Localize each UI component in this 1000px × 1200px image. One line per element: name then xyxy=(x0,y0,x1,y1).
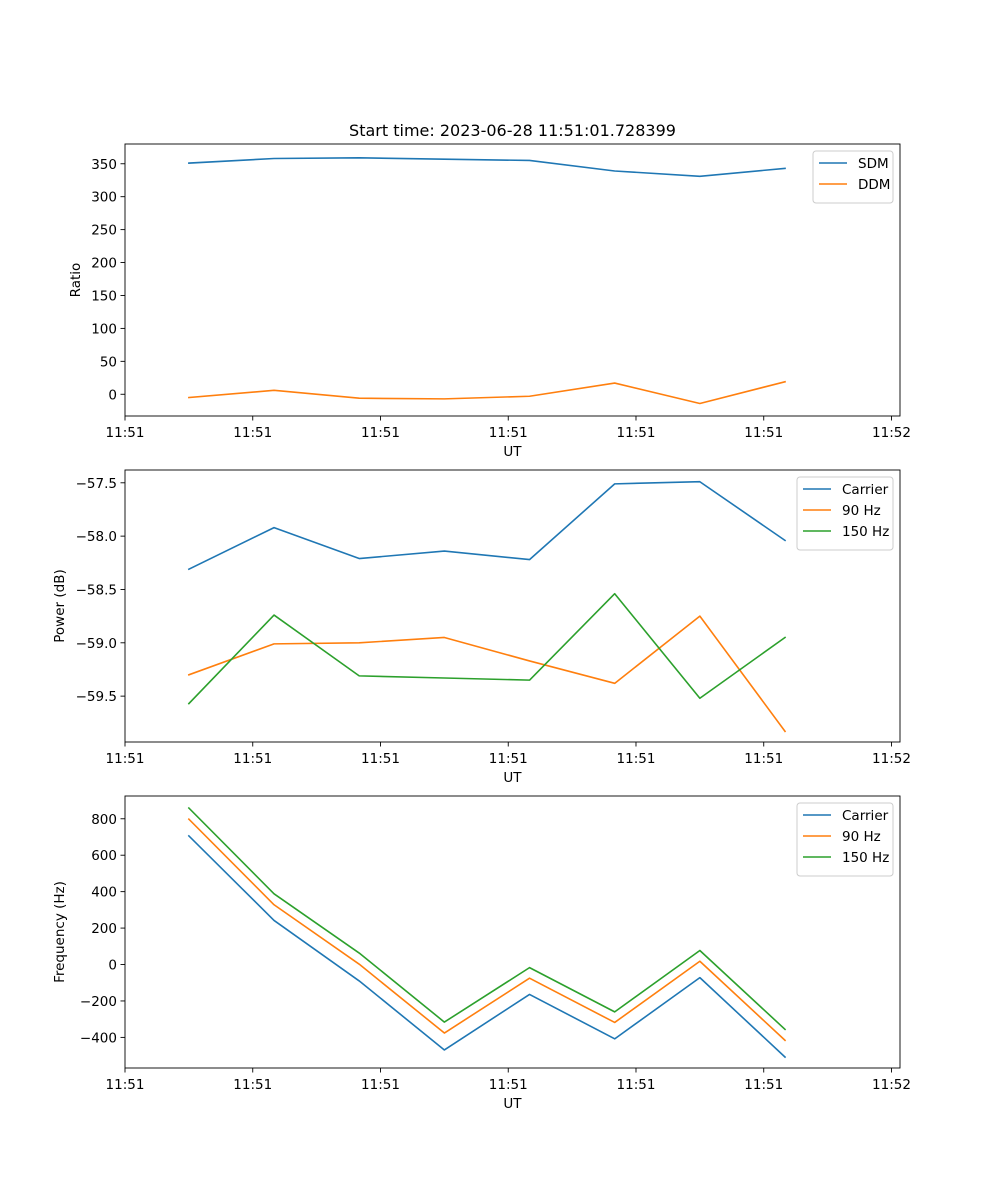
y-tick-label: 250 xyxy=(91,223,117,239)
plot-frame xyxy=(124,795,901,1069)
x-tick-label: 11:51 xyxy=(361,751,400,767)
y-tick-label: 400 xyxy=(91,885,117,901)
legend-label: 150 Hz xyxy=(842,850,889,866)
legend-box xyxy=(812,150,894,204)
y-axis-label: Ratio xyxy=(68,263,84,298)
series-line-90-hz xyxy=(187,615,787,733)
y-tick-label: −59.0 xyxy=(76,636,117,652)
y-axis-label: Frequency (Hz) xyxy=(52,881,68,983)
plot-frame xyxy=(124,143,901,417)
x-tick-label: 11:51 xyxy=(361,1077,400,1093)
plot-frame xyxy=(124,469,901,743)
legend-label: DDM xyxy=(858,177,890,193)
x-tick-label: 11:51 xyxy=(106,425,145,441)
x-axis-label: UT xyxy=(503,444,522,460)
x-tick-label: 11:51 xyxy=(106,1077,145,1093)
x-tick-label: 11:51 xyxy=(744,1077,783,1093)
x-tick-label: 11:51 xyxy=(489,751,528,767)
x-axis-label: UT xyxy=(503,1096,522,1112)
y-tick-label: 350 xyxy=(91,157,117,173)
series-line-90-hz xyxy=(187,818,787,1042)
x-tick-label: 11:51 xyxy=(744,425,783,441)
x-tick-label: 11:51 xyxy=(106,751,145,767)
x-tick-label: 11:51 xyxy=(489,1077,528,1093)
y-tick-label: 0 xyxy=(108,387,117,403)
x-tick-label: 11:51 xyxy=(617,751,656,767)
x-tick-label: 11:51 xyxy=(361,425,400,441)
y-tick-label: −400 xyxy=(80,1030,117,1046)
legend-label: Carrier xyxy=(842,808,889,824)
y-tick-label: −58.0 xyxy=(76,529,117,545)
x-tick-label: 11:51 xyxy=(617,425,656,441)
legend-label: SDM xyxy=(858,156,889,172)
y-axis-label: Power (dB) xyxy=(52,569,68,642)
legend-label: Carrier xyxy=(842,482,889,498)
y-tick-label: 150 xyxy=(91,288,117,304)
series-line-sdm xyxy=(188,157,786,178)
series-line-ddm xyxy=(188,380,787,405)
series-line-carrier xyxy=(187,834,787,1059)
x-tick-label: 11:51 xyxy=(233,751,272,767)
y-tick-label: 800 xyxy=(91,812,117,828)
y-tick-label: −59.5 xyxy=(76,689,117,705)
y-tick-label: 300 xyxy=(91,190,117,206)
x-tick-label: 11:52 xyxy=(872,751,911,767)
x-tick-label: 11:51 xyxy=(233,1077,272,1093)
legend-label: 150 Hz xyxy=(842,524,889,540)
y-tick-label: 200 xyxy=(91,921,117,937)
series-line-150-hz xyxy=(187,806,787,1031)
legend-label: 90 Hz xyxy=(842,503,881,519)
x-tick-label: 11:52 xyxy=(872,425,911,441)
x-tick-label: 11:52 xyxy=(872,1077,911,1093)
chart-title: Start time: 2023-06-28 11:51:01.728399 xyxy=(349,121,676,140)
series-line-carrier xyxy=(187,480,787,571)
series-line-150-hz xyxy=(187,592,787,705)
y-tick-label: 0 xyxy=(108,958,117,974)
y-tick-label: 200 xyxy=(91,256,117,272)
y-tick-label: −58.5 xyxy=(76,582,117,598)
x-tick-label: 11:51 xyxy=(233,425,272,441)
y-tick-label: 600 xyxy=(91,848,117,864)
y-tick-label: 100 xyxy=(91,321,117,337)
x-tick-label: 11:51 xyxy=(617,1077,656,1093)
x-tick-label: 11:51 xyxy=(744,751,783,767)
x-tick-label: 11:51 xyxy=(489,425,528,441)
legend-label: 90 Hz xyxy=(842,829,881,845)
y-tick-label: −200 xyxy=(80,994,117,1010)
x-axis-label: UT xyxy=(503,770,522,786)
y-tick-label: −57.5 xyxy=(76,476,117,492)
y-tick-label: 50 xyxy=(100,354,117,370)
